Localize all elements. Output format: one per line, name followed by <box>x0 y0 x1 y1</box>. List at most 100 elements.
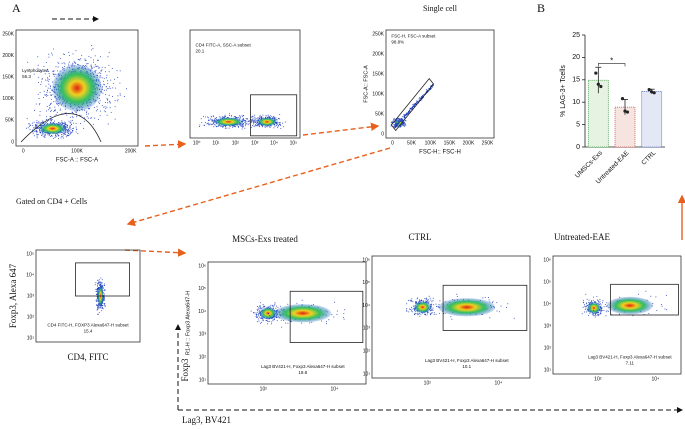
event-dot <box>104 67 106 69</box>
event-dot <box>256 308 258 310</box>
event-dot <box>421 300 423 302</box>
event-dot <box>46 116 48 118</box>
event-dot <box>496 310 498 312</box>
event-dot <box>86 116 88 118</box>
event-dot <box>221 125 223 127</box>
event-dot <box>336 310 338 312</box>
event-dot <box>402 125 404 127</box>
event-dot <box>66 128 68 130</box>
event-dot <box>38 82 40 83</box>
event-dot <box>39 114 41 116</box>
event-dot <box>411 310 412 312</box>
event-dot <box>242 119 244 121</box>
event-dot <box>47 95 49 97</box>
event-dot <box>101 307 103 308</box>
event-dot <box>27 127 29 129</box>
event-dot <box>54 73 56 75</box>
event-dot <box>336 313 338 315</box>
event-dot <box>63 54 65 55</box>
event-dot <box>257 124 259 126</box>
event-dot <box>92 124 94 125</box>
event-dot <box>403 116 405 118</box>
event-dot <box>70 120 72 122</box>
event-dot <box>116 70 118 72</box>
event-dot <box>44 94 46 96</box>
event-dot <box>45 119 47 120</box>
event-dot <box>98 67 100 69</box>
event-dot <box>277 122 279 124</box>
event-dot <box>250 310 252 312</box>
event-dot <box>64 108 66 110</box>
event-dot <box>393 125 395 127</box>
event-dot <box>419 300 421 302</box>
event-dot <box>246 123 248 125</box>
event-dot <box>602 300 604 302</box>
event-dot <box>278 125 280 126</box>
event-dot <box>396 119 398 120</box>
event-dot <box>417 314 418 316</box>
event-dot <box>70 131 72 133</box>
x-axis-label: FSC-A :: FSC-A <box>56 158 98 164</box>
event-dot <box>64 131 66 133</box>
event-dot <box>225 116 227 118</box>
event-dot <box>48 80 50 82</box>
event-dot <box>256 316 258 318</box>
y-tick-label: 10² <box>27 314 35 320</box>
event-dot <box>102 80 104 82</box>
event-dot <box>96 65 98 67</box>
event-dot <box>283 319 285 321</box>
event-dot <box>54 120 56 122</box>
event-dot <box>582 306 584 308</box>
event-dot <box>104 106 106 108</box>
event-dot <box>430 304 432 306</box>
event-dot <box>99 283 101 285</box>
event-dot <box>98 101 100 103</box>
event-dot <box>259 308 261 310</box>
event-dot <box>599 303 601 305</box>
event-dot <box>266 126 268 128</box>
event-dot <box>71 131 73 133</box>
event-dot <box>103 106 105 108</box>
plot-frame <box>385 29 495 139</box>
event-dot <box>491 302 493 304</box>
event-dot <box>603 306 605 308</box>
event-dot <box>273 127 275 129</box>
x-axis-label: CD4, FITC <box>67 352 108 362</box>
x-axis-label: FSC-H:: FSC-H <box>419 150 461 156</box>
event-dot <box>59 108 61 110</box>
event-dot <box>420 96 422 98</box>
event-dot <box>34 109 35 111</box>
event-dot <box>97 303 99 305</box>
event-dot <box>102 308 104 310</box>
event-dot <box>269 126 271 128</box>
event-dot <box>88 108 90 110</box>
event-dot <box>412 106 414 108</box>
event-dot <box>274 125 276 127</box>
event-dot <box>254 114 256 116</box>
event-dot <box>39 103 41 104</box>
significance-bracket <box>598 63 626 67</box>
event-dot <box>244 127 246 129</box>
event-dot <box>417 312 419 314</box>
event-dot <box>93 66 95 68</box>
event-dot <box>74 62 76 63</box>
event-dot <box>500 305 502 307</box>
event-dot <box>598 301 600 303</box>
event-dot <box>93 61 95 63</box>
event-dot <box>53 101 55 103</box>
event-dot <box>228 127 230 129</box>
event-dot <box>209 123 211 125</box>
event-dot <box>116 100 118 102</box>
event-dot <box>38 104 40 106</box>
event-dot <box>253 125 255 127</box>
event-dot <box>411 298 413 300</box>
event-dot <box>413 103 415 105</box>
event-dot <box>100 75 102 77</box>
event-dot <box>265 115 267 117</box>
gate-value: 10.1 <box>462 364 471 369</box>
event-dot <box>75 112 77 113</box>
event-dot <box>47 120 48 122</box>
event-dot <box>64 63 66 65</box>
event-dot <box>37 56 39 58</box>
event-dot <box>415 301 417 303</box>
